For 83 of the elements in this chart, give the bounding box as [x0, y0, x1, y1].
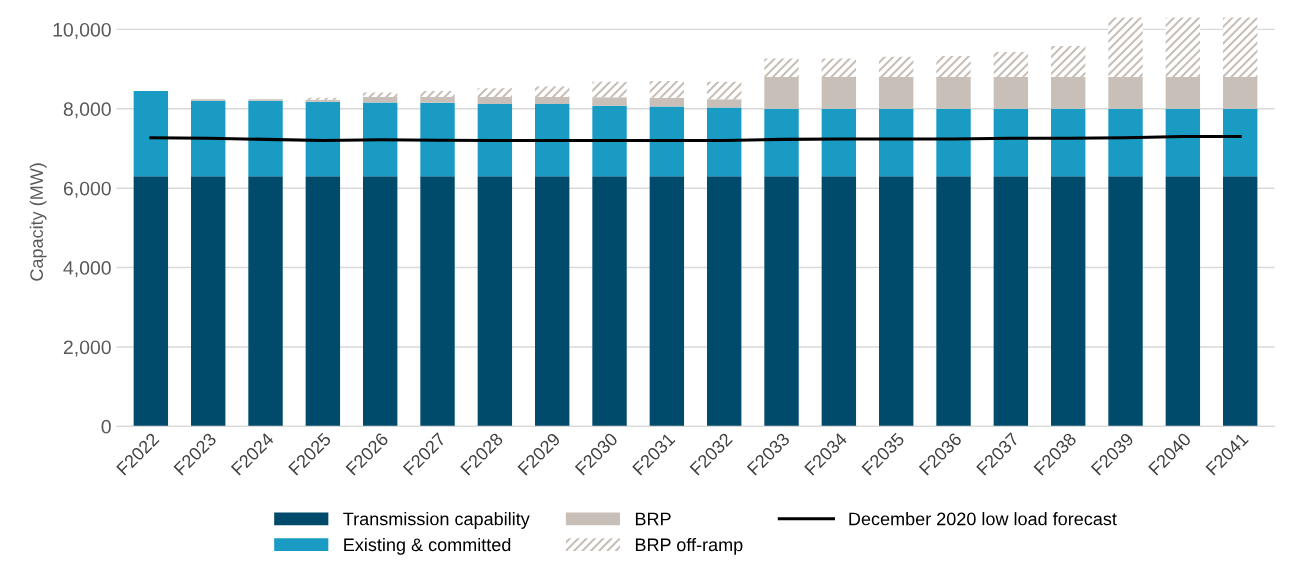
bar [362, 176, 398, 427]
bar [477, 96, 513, 105]
bar [649, 176, 685, 427]
y-axis-title: Capacity (MW) [29, 163, 47, 281]
bar [821, 176, 857, 427]
bar [1222, 176, 1258, 427]
bar [1108, 77, 1143, 109]
bar [649, 106, 685, 177]
bar [764, 108, 799, 177]
bar [821, 58, 857, 78]
bar [420, 90, 455, 97]
bar [1108, 176, 1143, 427]
bar [420, 102, 455, 177]
bar [1222, 77, 1258, 109]
bar [190, 100, 226, 177]
bar [706, 99, 742, 108]
bar [649, 97, 685, 107]
bar [1108, 108, 1143, 177]
bar [1165, 108, 1201, 177]
bar [1050, 176, 1086, 427]
bar [362, 92, 398, 97]
bar [477, 104, 513, 177]
bar [993, 176, 1029, 427]
bar [878, 56, 914, 78]
bar [305, 176, 341, 427]
bar [878, 77, 914, 109]
bar [592, 97, 627, 106]
bar [477, 88, 513, 97]
bar [420, 176, 455, 427]
bar [362, 102, 398, 177]
bar [878, 176, 914, 427]
bar [1222, 17, 1258, 78]
bar [649, 81, 685, 98]
bar [534, 104, 570, 177]
bar [1050, 108, 1086, 177]
bar [534, 86, 570, 97]
bar [993, 108, 1029, 177]
bar [706, 81, 742, 100]
bar [477, 176, 513, 427]
bar [1165, 176, 1201, 427]
y-tick-label: 4,000 [63, 261, 111, 278]
bar [1050, 77, 1086, 109]
bar [248, 100, 283, 177]
y-tick-label: 0 [101, 419, 111, 434]
y-tick-label: 8,000 [63, 102, 111, 119]
bar [1222, 108, 1258, 177]
legend-label: Existing & committed [344, 537, 511, 555]
bar [420, 96, 455, 103]
y-tick-label: 6,000 [63, 181, 111, 198]
bar [592, 176, 627, 427]
bar [764, 77, 799, 109]
bar [190, 176, 226, 427]
bar [936, 56, 971, 78]
bar [993, 77, 1029, 109]
bar [936, 108, 971, 177]
bar [821, 77, 857, 109]
bar [764, 58, 799, 78]
bar [592, 105, 627, 177]
legend-label: BRP [635, 512, 671, 526]
bar [133, 90, 169, 177]
legend-label: BRP off-ramp [635, 537, 743, 555]
bar [706, 176, 742, 427]
bar [1165, 77, 1201, 109]
bar [764, 176, 799, 427]
bar [305, 101, 341, 177]
bar [706, 107, 742, 177]
bar [592, 81, 627, 98]
legend-label: Transmission capability [343, 512, 530, 529]
bar [936, 77, 971, 109]
bar [821, 108, 857, 177]
bar [248, 176, 283, 427]
y-tick-label: 2,000 [63, 340, 111, 357]
legend-label: December 2020 low load forecast [849, 512, 1117, 526]
bar [1050, 46, 1086, 78]
bar [993, 52, 1029, 78]
bar [878, 108, 914, 177]
y-tick-label: 10,000 [53, 22, 111, 39]
bar [1165, 17, 1201, 78]
bar [534, 176, 570, 427]
bar [534, 96, 570, 105]
bar [936, 176, 971, 427]
bar [133, 176, 169, 427]
bar [1108, 17, 1143, 78]
